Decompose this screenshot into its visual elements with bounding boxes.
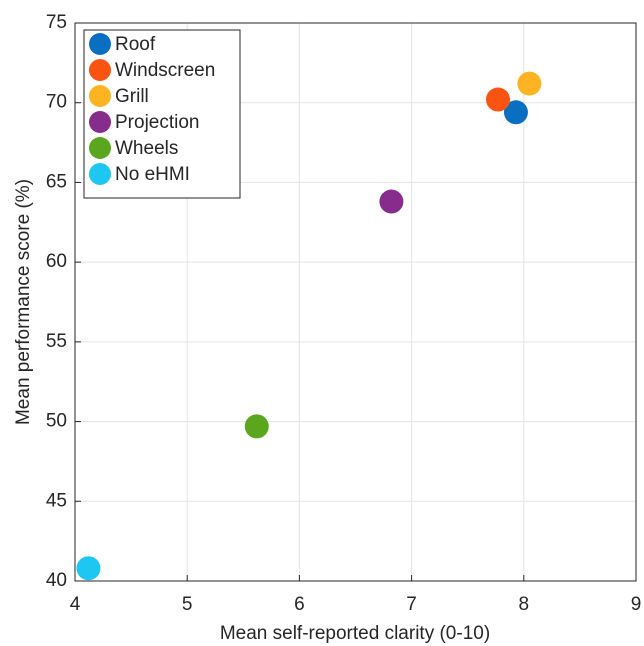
y-tick-label: 65 [46, 171, 67, 192]
y-tick-label: 60 [46, 251, 67, 272]
legend-label: Windscreen [115, 60, 215, 81]
legend-marker [89, 137, 111, 159]
x-tick-label: 4 [70, 594, 81, 615]
legend-marker [89, 59, 111, 81]
legend-marker [89, 85, 111, 107]
y-tick-label: 40 [46, 570, 67, 591]
point [379, 189, 404, 214]
x-tick-label: 6 [294, 594, 305, 615]
y-tick-label: 70 [46, 92, 67, 113]
x-tick-label: 8 [519, 594, 530, 615]
y-tick-label: 50 [46, 411, 67, 432]
plot-frame [74, 22, 637, 582]
y-axis-label: Mean performance score (%) [13, 179, 34, 425]
legend-label: Roof [115, 34, 156, 55]
y-tick-label: 45 [46, 490, 67, 511]
y-tick-label: 75 [46, 12, 67, 33]
y-tick-label: 55 [46, 331, 67, 352]
legend-label: No eHMI [115, 164, 190, 185]
x-tick-label: 5 [182, 594, 193, 615]
point [76, 556, 101, 581]
point [517, 71, 542, 96]
x-tick-label: 7 [406, 594, 417, 615]
x-axis-label: Mean self-reported clarity (0-10) [220, 623, 490, 644]
legend-marker [89, 33, 111, 55]
legend-label: Projection [115, 112, 200, 133]
point [503, 100, 528, 125]
legend-label: Grill [115, 86, 149, 107]
legend-marker [89, 163, 111, 185]
legend-label: Wheels [115, 138, 178, 159]
point [485, 87, 510, 112]
point [244, 414, 269, 439]
legend-marker [89, 111, 111, 133]
x-tick-label: 9 [631, 594, 642, 615]
